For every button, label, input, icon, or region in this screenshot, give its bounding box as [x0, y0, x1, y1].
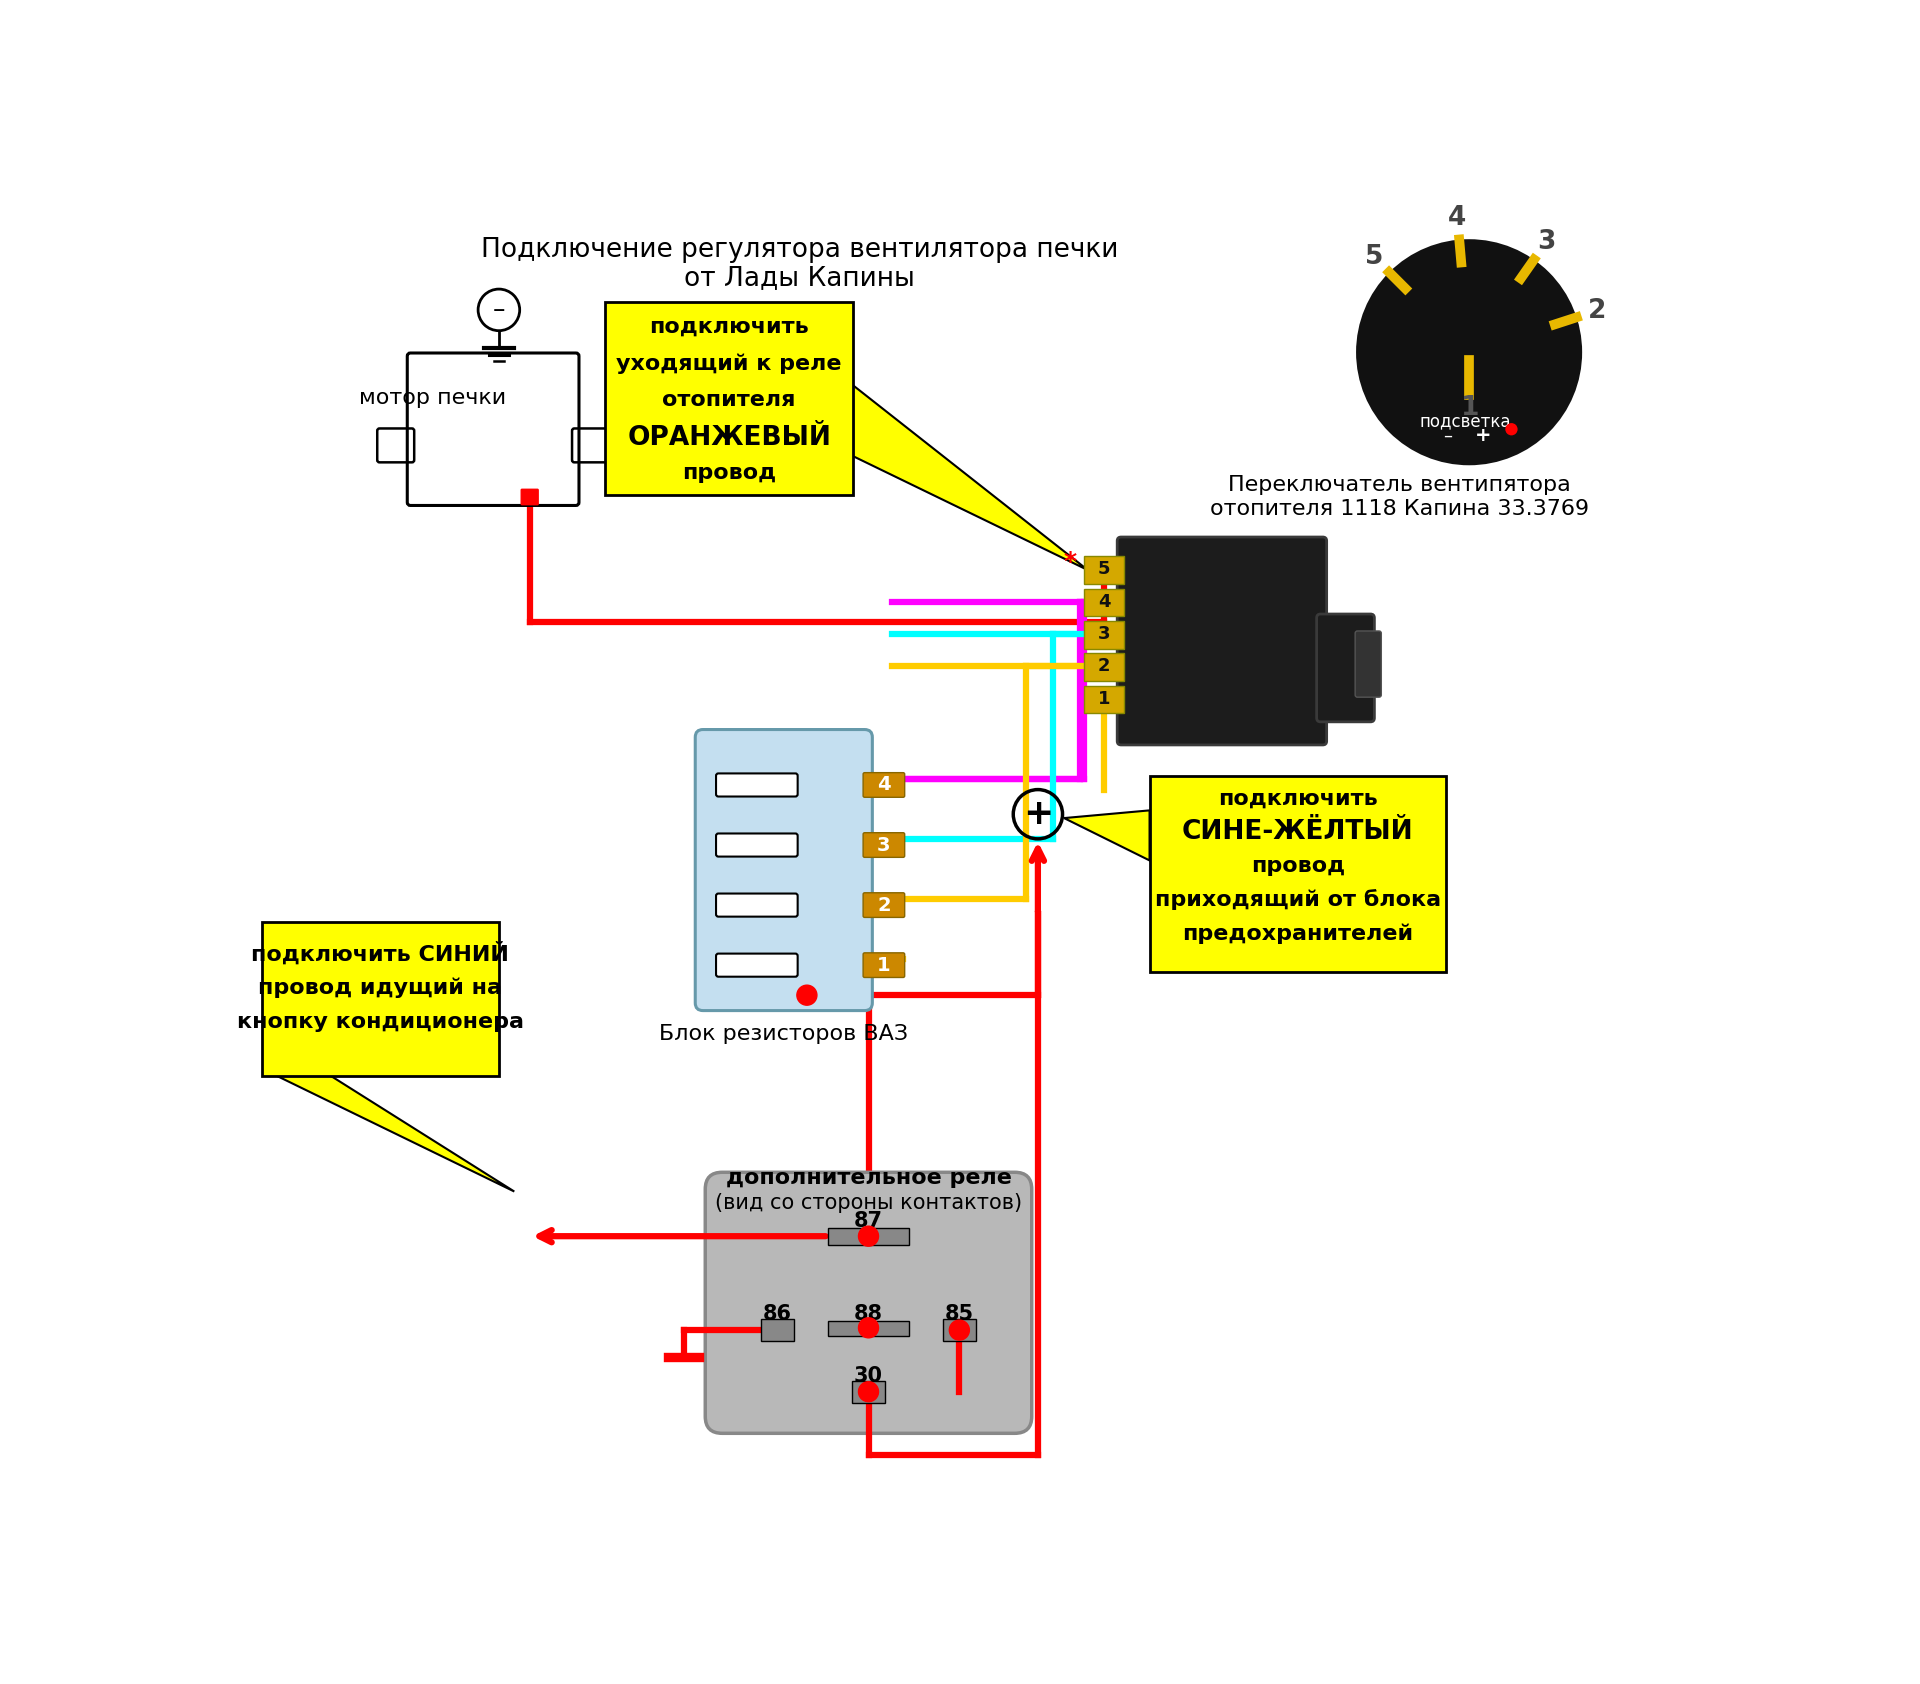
Text: +: +: [1023, 797, 1052, 832]
Text: 5: 5: [1365, 244, 1382, 269]
Circle shape: [1357, 241, 1580, 463]
FancyBboxPatch shape: [1085, 556, 1123, 584]
FancyBboxPatch shape: [864, 832, 904, 857]
FancyBboxPatch shape: [716, 834, 797, 857]
FancyBboxPatch shape: [1317, 615, 1375, 722]
FancyBboxPatch shape: [943, 1319, 975, 1340]
Text: 87: 87: [854, 1211, 883, 1231]
Text: 4: 4: [1098, 593, 1110, 611]
Text: уходящий к реле: уходящий к реле: [616, 354, 841, 374]
Text: провод: провод: [682, 463, 776, 483]
Polygon shape: [276, 1076, 515, 1192]
Text: 4: 4: [1448, 205, 1467, 231]
Text: от Лады Капины: от Лады Капины: [684, 264, 914, 291]
Circle shape: [858, 1226, 879, 1246]
FancyBboxPatch shape: [1085, 589, 1123, 616]
Text: 85: 85: [945, 1303, 973, 1324]
Text: 3: 3: [1538, 229, 1555, 254]
Text: 1: 1: [877, 955, 891, 975]
FancyBboxPatch shape: [705, 1172, 1031, 1433]
Text: –: –: [1444, 426, 1452, 445]
Text: дополнительное реле: дополнительное реле: [726, 1169, 1012, 1189]
Text: подключить: подключить: [1217, 788, 1379, 808]
FancyBboxPatch shape: [852, 1381, 885, 1403]
Polygon shape: [852, 386, 1089, 571]
Circle shape: [948, 1320, 970, 1340]
Text: 4: 4: [877, 775, 891, 795]
FancyBboxPatch shape: [1085, 621, 1123, 648]
FancyBboxPatch shape: [828, 1228, 910, 1244]
Text: мотор печки: мотор печки: [359, 389, 505, 409]
FancyBboxPatch shape: [1117, 537, 1327, 744]
FancyBboxPatch shape: [520, 490, 538, 505]
Text: *: *: [1064, 551, 1077, 574]
Text: ОРАНЖЕВЫЙ: ОРАНЖЕВЫЙ: [628, 426, 831, 451]
FancyBboxPatch shape: [261, 923, 499, 1076]
Polygon shape: [1064, 810, 1150, 861]
Circle shape: [858, 1319, 879, 1337]
Text: 1: 1: [1098, 690, 1110, 707]
Text: Блок резисторов ВАЗ: Блок резисторов ВАЗ: [659, 1024, 908, 1044]
FancyBboxPatch shape: [864, 773, 904, 797]
FancyBboxPatch shape: [1356, 632, 1380, 697]
FancyBboxPatch shape: [1150, 776, 1446, 972]
Text: (вид со стороны контактов): (вид со стороны контактов): [714, 1192, 1021, 1212]
FancyBboxPatch shape: [762, 1319, 793, 1340]
Text: отопителя: отопителя: [662, 391, 797, 409]
Text: 5: 5: [1098, 561, 1110, 578]
Text: СИНЕ-ЖЁЛТЫЙ: СИНЕ-ЖЁЛТЫЙ: [1183, 818, 1413, 845]
Text: 3: 3: [877, 835, 891, 854]
Text: 88: 88: [854, 1303, 883, 1324]
Text: Подключение регулятора вентилятора печки: Подключение регулятора вентилятора печки: [480, 237, 1117, 263]
FancyBboxPatch shape: [716, 953, 797, 977]
FancyBboxPatch shape: [864, 953, 904, 977]
FancyBboxPatch shape: [1085, 685, 1123, 714]
Text: предохранителей: предохранителей: [1183, 923, 1413, 943]
Text: Переключатель вентипятора
отопителя 1118 Капина 33.3769: Переключатель вентипятора отопителя 1118…: [1210, 475, 1590, 519]
FancyBboxPatch shape: [716, 773, 797, 797]
FancyBboxPatch shape: [716, 894, 797, 916]
FancyBboxPatch shape: [605, 301, 852, 495]
Text: подсветка: подсветка: [1419, 413, 1511, 431]
FancyBboxPatch shape: [1085, 653, 1123, 680]
FancyBboxPatch shape: [864, 893, 904, 918]
Text: провод идущий на: провод идущий на: [259, 977, 503, 997]
Text: 2: 2: [1588, 298, 1607, 323]
Text: провод: провод: [1250, 855, 1344, 876]
Text: 2: 2: [1098, 657, 1110, 675]
Text: +: +: [1475, 426, 1492, 445]
Circle shape: [858, 1381, 879, 1401]
Text: 3: 3: [1098, 625, 1110, 643]
FancyBboxPatch shape: [695, 729, 872, 1010]
Text: приходящий от блока: приходящий от блока: [1154, 889, 1440, 909]
Text: кнопку кондиционера: кнопку кондиционера: [236, 1012, 524, 1032]
Text: 86: 86: [762, 1303, 793, 1324]
Text: 1: 1: [1461, 394, 1480, 421]
Text: –: –: [493, 298, 505, 322]
Circle shape: [797, 985, 816, 1005]
Circle shape: [1505, 423, 1517, 436]
Text: 2: 2: [877, 896, 891, 914]
Text: 30: 30: [854, 1366, 883, 1386]
Text: подключить СИНИЙ: подключить СИНИЙ: [252, 941, 509, 965]
Text: подключить: подключить: [649, 317, 808, 337]
FancyBboxPatch shape: [828, 1320, 910, 1337]
